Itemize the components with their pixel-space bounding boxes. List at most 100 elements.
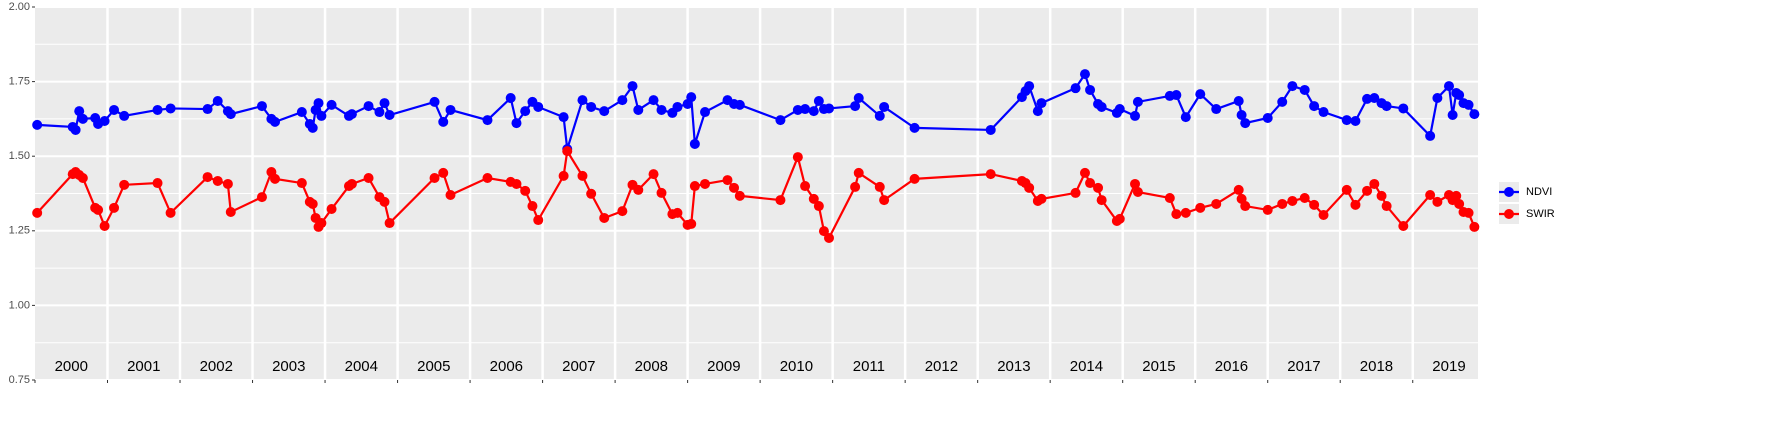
data-point	[109, 202, 120, 213]
data-point	[813, 95, 824, 106]
data-point	[1425, 189, 1436, 200]
data-point	[1469, 221, 1480, 232]
data-point	[384, 218, 395, 229]
data-point	[586, 101, 597, 112]
data-point	[689, 138, 700, 149]
data-point	[879, 195, 890, 206]
data-point	[520, 106, 531, 117]
x-tick-label: 2000	[55, 358, 88, 375]
data-point	[700, 178, 711, 189]
y-tick-label: 1.25	[9, 225, 30, 237]
data-point	[617, 95, 628, 106]
data-point	[558, 170, 569, 181]
data-point	[792, 152, 803, 163]
data-point	[296, 107, 307, 118]
y-tick-label: 1.75	[9, 76, 30, 88]
x-tick-label: 2006	[490, 358, 523, 375]
data-point	[482, 172, 493, 183]
x-tick-label: 2002	[200, 358, 233, 375]
data-point	[824, 103, 835, 114]
data-point	[1236, 110, 1247, 121]
data-point	[1211, 198, 1222, 209]
data-point	[1211, 104, 1222, 115]
data-point	[558, 112, 569, 123]
data-point	[909, 122, 920, 133]
data-point	[1369, 178, 1380, 189]
data-point	[818, 226, 829, 237]
data-point	[853, 93, 864, 104]
x-tick-label: 2016	[1215, 358, 1248, 375]
legend-label: SWIR	[1526, 208, 1555, 220]
data-point	[1398, 103, 1409, 114]
x-tick-label: 2018	[1360, 358, 1393, 375]
data-point	[326, 99, 337, 110]
data-point	[1085, 178, 1096, 189]
data-point	[505, 93, 516, 104]
data-point	[1432, 196, 1443, 207]
data-point	[1233, 184, 1244, 195]
data-point	[379, 98, 390, 109]
data-point	[256, 192, 267, 203]
data-point	[1240, 118, 1251, 129]
data-point	[1309, 199, 1320, 210]
data-point	[74, 106, 85, 117]
data-point	[346, 109, 357, 120]
data-point	[438, 116, 449, 127]
data-point	[1036, 98, 1047, 109]
data-point	[77, 172, 88, 183]
data-point	[577, 170, 588, 181]
data-point	[562, 146, 573, 157]
data-point	[270, 173, 281, 184]
data-point	[533, 215, 544, 226]
data-point	[1079, 69, 1090, 80]
data-point	[429, 96, 440, 107]
data-point	[152, 178, 163, 189]
data-point	[617, 206, 628, 217]
data-point	[1376, 190, 1387, 201]
data-point	[1318, 107, 1329, 118]
data-point	[1132, 187, 1143, 198]
data-point	[599, 106, 610, 117]
data-point	[1350, 199, 1361, 210]
data-point	[1451, 190, 1462, 201]
data-point	[1318, 209, 1329, 220]
data-point	[1024, 81, 1035, 92]
data-point	[1262, 113, 1273, 124]
data-point	[656, 187, 667, 198]
data-point	[1079, 167, 1090, 178]
data-point	[1432, 93, 1443, 104]
x-tick-label: 2003	[272, 358, 305, 375]
data-point	[1341, 115, 1352, 126]
data-point	[874, 181, 885, 192]
data-point	[374, 107, 385, 118]
data-point	[850, 101, 861, 112]
data-point	[1341, 184, 1352, 195]
data-point	[77, 113, 88, 124]
data-point	[1398, 221, 1409, 232]
data-point	[1299, 84, 1310, 95]
data-point	[808, 193, 819, 204]
data-point	[1130, 110, 1141, 121]
data-point	[1447, 110, 1458, 121]
x-tick-label: 2015	[1142, 358, 1175, 375]
x-tick-label: 2007	[562, 358, 595, 375]
data-point	[99, 221, 110, 232]
data-point	[800, 181, 811, 192]
y-tick-label: 1.50	[9, 150, 30, 162]
data-point	[32, 119, 43, 130]
data-point	[853, 167, 864, 178]
data-point	[656, 104, 667, 115]
data-point	[212, 175, 223, 186]
data-point	[520, 185, 531, 196]
x-tick-label: 2009	[707, 358, 740, 375]
data-point	[326, 204, 337, 215]
data-point	[1233, 95, 1244, 106]
data-point	[1262, 204, 1273, 215]
x-tick-label: 2012	[925, 358, 958, 375]
data-point	[316, 218, 327, 229]
data-point	[599, 212, 610, 223]
data-point	[1032, 106, 1043, 117]
data-point	[1085, 84, 1096, 95]
data-point	[1070, 187, 1081, 198]
data-point	[1299, 192, 1310, 203]
